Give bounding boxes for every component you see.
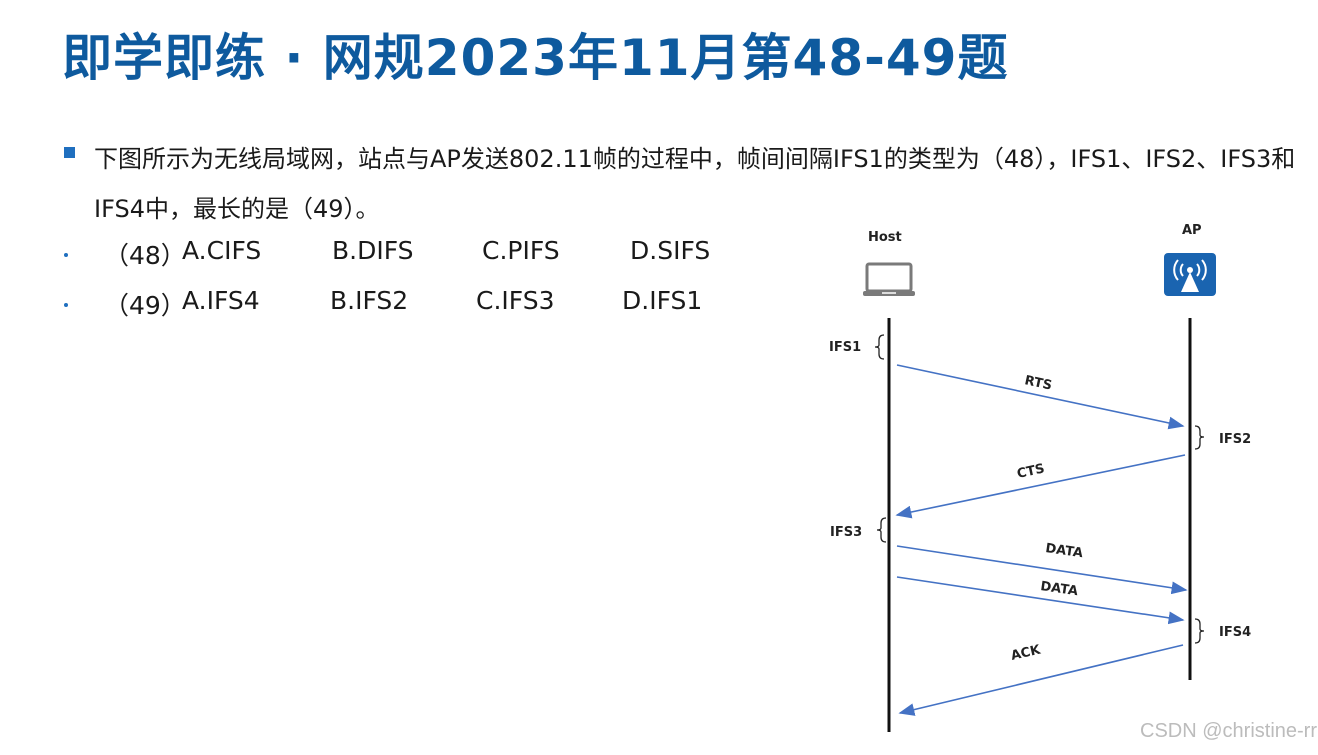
host-label: Host [868,230,902,245]
ifs3-brace [876,517,887,543]
frame-label: RTS [1023,373,1053,393]
ifs1-brace [874,334,885,360]
q49-option-c: C.IFS3 [476,286,555,315]
bullet-dot [64,303,68,307]
q48-option-b: B.DIFS [332,236,414,265]
data-arrow [896,545,1188,595]
ifs3-label: IFS3 [830,525,862,540]
frame-label: ACK [1010,642,1043,663]
bullet-square [64,147,75,158]
q49-option-d: D.IFS1 [622,286,703,315]
ifs2-label: IFS2 [1219,432,1251,447]
bullet-dot [64,253,68,257]
q48-option-a: A.CIFS [182,236,262,265]
slide-title: 即学即练 · 网规2023年11月第48-49题 [62,29,1009,87]
ifs1-label: IFS1 [829,340,861,355]
ap-label: AP [1182,223,1202,238]
cts-arrow [895,454,1186,519]
frame-label: DATA [1044,541,1083,561]
frame-label: DATA [1039,579,1078,599]
q49-option-a: A.IFS4 [182,286,260,315]
q48-option-c: C.PIFS [482,236,560,265]
rts-arrow [896,364,1185,430]
q48-number: （48） [104,241,186,270]
q49-number: （49） [104,291,186,320]
ifs2-brace [1194,425,1205,450]
question-text: 下图所示为无线局域网，站点与AP发送802.11帧的过程中，帧间间隔IFS1的类… [94,145,1296,223]
ifs4-label: IFS4 [1219,625,1251,640]
data-arrow [896,576,1185,625]
frame-label: CTS [1016,461,1046,481]
laptop-icon [863,262,915,296]
q49-option-b: B.IFS2 [330,286,409,315]
ack-arrow [898,644,1184,716]
q48-option-d: D.SIFS [630,236,711,265]
wireless-ap-icon [1164,253,1216,296]
watermark: CSDN @christine-rr [1140,720,1317,742]
ifs4-brace [1194,618,1205,644]
